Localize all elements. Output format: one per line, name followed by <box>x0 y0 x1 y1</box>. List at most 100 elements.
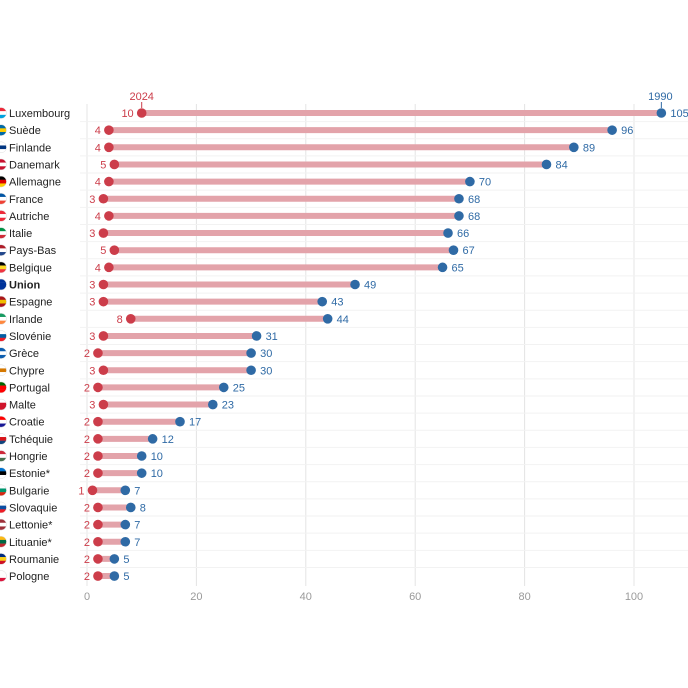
flag-icon <box>0 347 7 359</box>
dot-1990 <box>656 108 667 118</box>
value-label-2024: 2 <box>84 520 90 532</box>
country-label: Hongrie <box>9 451 48 463</box>
dot-2024 <box>87 485 98 496</box>
flag-icon <box>0 433 7 445</box>
dot-1990 <box>454 193 464 204</box>
dot-2024 <box>93 451 103 461</box>
dot-2024 <box>93 468 103 478</box>
chart-row: France 3 68 <box>0 193 480 206</box>
chart-row: Chypre 3 30 <box>0 364 272 377</box>
dot-2024 <box>109 245 120 255</box>
dot-2024 <box>98 228 109 238</box>
chart-row: Italie 3 66 <box>0 227 469 240</box>
chart-row: Slovénie 3 31 <box>0 330 278 343</box>
country-label: Tchéquie <box>9 434 53 446</box>
chart-row: Hongrie 2 10 <box>0 450 163 463</box>
flag-icon <box>0 313 7 325</box>
country-label: Roumanie <box>9 554 59 566</box>
dot-1990 <box>120 536 131 547</box>
country-label: Danemark <box>9 159 60 171</box>
chart-row: Suède 4 96 <box>0 124 633 137</box>
value-label-1990: 43 <box>331 297 343 309</box>
chart-row: Malte 3 23 <box>0 398 234 412</box>
legend-2024-label: 2024 <box>129 91 153 103</box>
legend-1990-label: 1990 <box>648 91 672 103</box>
x-axis: 0 20 40 60 80 100 <box>84 591 643 603</box>
value-label-2024: 3 <box>89 297 95 309</box>
flag-icon <box>0 381 7 394</box>
value-label-1990: 49 <box>364 280 376 292</box>
value-label-1990: 66 <box>457 228 469 240</box>
value-label-1990: 96 <box>621 125 633 137</box>
flag-icon <box>0 415 7 428</box>
country-label: Portugal <box>9 382 50 394</box>
flag-icon <box>0 193 7 205</box>
chart-row: Portugal 2 25 <box>0 381 245 394</box>
dot-2024 <box>104 142 114 153</box>
x-tick-label: 40 <box>300 591 312 603</box>
dot-1990 <box>147 434 158 444</box>
flag-icon <box>0 570 7 582</box>
value-label-2024: 2 <box>84 537 90 549</box>
flag-icon <box>0 536 7 548</box>
value-label-2024: 4 <box>95 142 101 154</box>
value-label-2024: 4 <box>95 211 101 223</box>
flag-icon <box>0 467 7 479</box>
country-label: Union <box>9 280 40 292</box>
value-label-1990: 7 <box>134 520 140 532</box>
dot-1990 <box>136 468 147 478</box>
dot-1990 <box>246 365 256 376</box>
country-label: Autriche <box>9 211 49 223</box>
value-label-1990: 30 <box>260 348 272 360</box>
x-tick-label: 100 <box>625 591 643 603</box>
dot-1990 <box>541 159 552 170</box>
dot-1990 <box>465 176 475 187</box>
dot-2024 <box>93 571 103 581</box>
value-label-2024: 3 <box>89 194 95 206</box>
dot-1990 <box>607 125 617 135</box>
dot-2024 <box>93 382 103 393</box>
value-label-2024: 5 <box>100 245 106 257</box>
flag-icon <box>0 227 7 239</box>
value-label-1990: 65 <box>452 262 464 274</box>
flag-icon <box>0 484 7 497</box>
value-label-1990: 70 <box>479 177 491 189</box>
dot-2024 <box>93 348 103 358</box>
value-label-1990: 10 <box>151 451 163 463</box>
flag-icon <box>0 518 7 531</box>
value-label-2024: 2 <box>84 417 90 429</box>
country-label: Suède <box>9 125 41 137</box>
value-label-1990: 68 <box>468 211 480 223</box>
value-label-1990: 31 <box>266 331 278 343</box>
value-label-2024: 4 <box>95 125 101 137</box>
value-label-2024: 5 <box>100 159 106 171</box>
flag-icon <box>0 295 7 308</box>
dot-1990 <box>109 571 120 581</box>
value-label-2024: 3 <box>89 280 95 292</box>
dot-1990 <box>317 296 328 307</box>
flag-icon <box>0 210 7 222</box>
dot-1990 <box>120 485 131 496</box>
value-label-2024: 2 <box>84 451 90 463</box>
country-label: France <box>9 194 43 206</box>
legend: 2024 1990 <box>129 91 673 108</box>
country-label: Italie <box>9 228 32 240</box>
value-label-1990: 23 <box>222 400 234 412</box>
value-label-1990: 89 <box>583 142 595 154</box>
value-label-1990: 44 <box>337 314 349 326</box>
value-label-2024: 2 <box>84 468 90 480</box>
dot-2024 <box>93 434 103 444</box>
chart-row: Lituanie* 2 7 <box>0 536 140 549</box>
flag-icon <box>0 398 7 411</box>
value-label-2024: 3 <box>89 365 95 377</box>
x-tick-label: 20 <box>190 591 202 603</box>
value-label-1990: 25 <box>233 382 245 394</box>
value-label-1990: 5 <box>123 554 129 566</box>
chart-row: Pologne 2 5 <box>0 570 129 583</box>
chart-row: Espagne 3 43 <box>0 295 343 309</box>
value-label-2024: 3 <box>89 228 95 240</box>
chart-row: Danemark 5 84 <box>0 158 568 171</box>
value-label-1990: 68 <box>468 194 480 206</box>
chart-row: Estonie* 2 10 <box>0 467 163 480</box>
